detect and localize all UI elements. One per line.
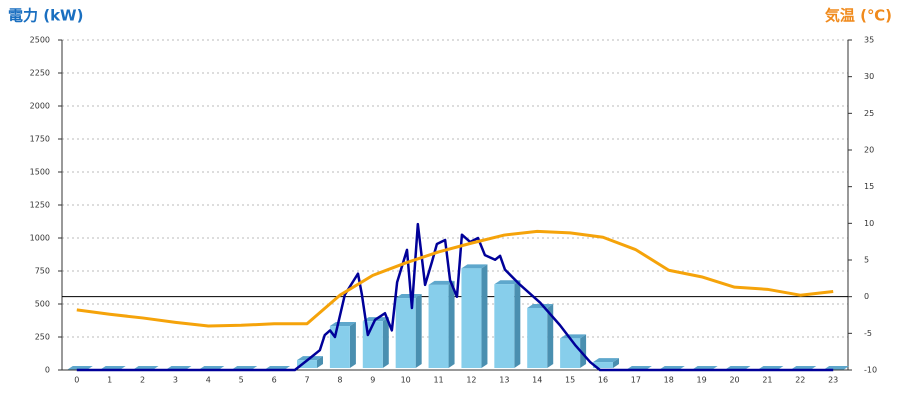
bar-side (580, 334, 587, 368)
x-tick-label: 19 (697, 376, 707, 385)
bar (592, 362, 613, 368)
y-tick-label: 500 (35, 300, 50, 309)
y-tick-label: 0 (45, 366, 50, 375)
bar (461, 268, 482, 368)
right-axis-title: 気温 (℃) (825, 7, 892, 25)
x-tick-label: 23 (828, 376, 838, 385)
x-tick-label: 1 (107, 376, 112, 385)
x-tick-label: 2 (140, 376, 145, 385)
left-axis-title: 電力 (kW) (8, 7, 83, 25)
x-tick-label: 7 (304, 376, 309, 385)
bar (494, 284, 515, 368)
x-tick-label: 9 (370, 376, 375, 385)
x-tick-label: 14 (532, 376, 542, 385)
x-tick-label: 18 (664, 376, 674, 385)
x-tick-label: 0 (74, 376, 79, 385)
x-tick-label: 22 (795, 376, 805, 385)
power-line (76, 222, 834, 372)
x-tick-label: 8 (337, 376, 342, 385)
bar-top (428, 280, 455, 285)
bar-side (382, 317, 389, 368)
bar-side (547, 303, 554, 368)
x-tick-label: 11 (433, 376, 443, 385)
bar-side (317, 356, 324, 368)
bar-top (592, 358, 619, 363)
y-tick-label: 2500 (30, 36, 50, 45)
y-tick-label: 750 (35, 267, 50, 276)
y-tick-label: 250 (35, 333, 50, 342)
bar (560, 338, 581, 368)
bar-side (612, 358, 619, 368)
y-tick-label: 1250 (30, 201, 50, 210)
bar (527, 307, 548, 368)
x-tick-label: 10 (401, 376, 411, 385)
y2-tick-label: 0 (864, 292, 869, 301)
bar (428, 284, 449, 368)
bar-side (448, 280, 455, 368)
x-tick-label: 4 (206, 376, 211, 385)
x-tick-label: 20 (729, 376, 739, 385)
y2-tick-label: -10 (864, 366, 877, 375)
x-tick-label: 15 (565, 376, 575, 385)
temp-line (76, 229, 834, 328)
bar-side (481, 264, 488, 368)
x-tick-label: 3 (173, 376, 178, 385)
y2-tick-label: 35 (864, 36, 874, 45)
x-tick-label: 21 (762, 376, 772, 385)
y2-tick-label: 25 (864, 109, 874, 118)
y-tick-label: 1750 (30, 135, 50, 144)
y2-tick-label: -5 (864, 329, 872, 338)
bar-side (514, 280, 521, 368)
x-tick-label: 17 (631, 376, 641, 385)
bar (395, 298, 416, 368)
bar-top (527, 303, 554, 308)
x-tick-label: 6 (272, 376, 277, 385)
x-tick-label: 13 (499, 376, 509, 385)
y-tick-label: 2000 (30, 102, 50, 111)
bar-side (415, 294, 422, 368)
x-tick-label: 5 (239, 376, 244, 385)
bar-top (395, 294, 422, 299)
x-tick-label: 16 (598, 376, 608, 385)
y2-tick-label: 20 (864, 146, 874, 155)
x-tick-label: 12 (466, 376, 476, 385)
bar (297, 360, 318, 368)
y2-tick-label: 10 (864, 219, 874, 228)
bar-side (349, 322, 356, 368)
y-tick-label: 1000 (30, 234, 50, 243)
y2-tick-label: 30 (864, 72, 874, 81)
y2-tick-label: 5 (864, 256, 869, 265)
y-tick-label: 2250 (30, 69, 50, 78)
y-tick-label: 1500 (30, 168, 50, 177)
bar-top (329, 322, 356, 327)
bar-top (494, 280, 521, 285)
y2-tick-label: 15 (864, 182, 874, 191)
bar-top (461, 264, 488, 269)
